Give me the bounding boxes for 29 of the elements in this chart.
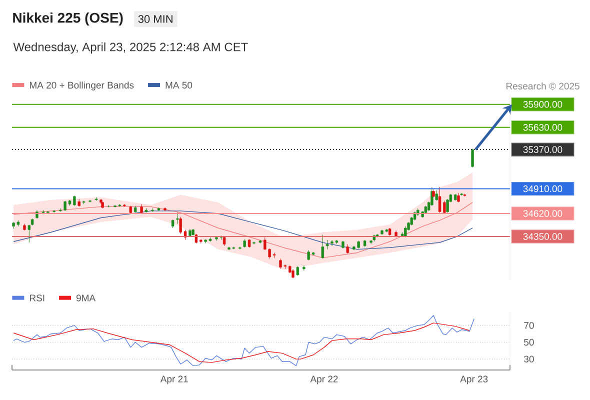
text: Research © 2025: [506, 82, 580, 90]
chart-title: Nikkei 225 (OSE): [13, 12, 123, 26]
legend-label: MA 50: [166, 82, 192, 89]
x-tick-label: Apr 21: [160, 376, 188, 384]
line-series: [13, 202, 473, 258]
candlestick: [302, 265, 306, 271]
candlestick: [346, 244, 349, 254]
candlestick: [471, 148, 474, 168]
legend-label: MA 20 + Bollinger Bands: [30, 82, 134, 90]
candlestick: [176, 212, 179, 224]
chart-subtitle: Wednesday, April 23, 2025 2:12:48 AM CET: [13, 42, 248, 54]
legend-label: 9MA: [76, 294, 96, 302]
candlestick: [296, 266, 300, 276]
x-tick-label: Apr 22: [310, 376, 338, 384]
candlestick: [307, 250, 310, 261]
text: 30 MIN: [138, 15, 172, 23]
y-tick-label: 50: [524, 338, 534, 346]
candlestick: [326, 240, 329, 250]
candlestick: [292, 268, 294, 279]
line-series: [13, 210, 473, 250]
candlestick: [321, 234, 324, 259]
legend-label: RSI: [30, 294, 44, 302]
candlestick: [404, 226, 407, 238]
x-tick-label: Apr 23: [460, 376, 488, 384]
y-tick-label: 70: [524, 322, 534, 329]
y-tick-label: 30: [524, 356, 534, 362]
line-series: [13, 315, 474, 366]
candlestick: [179, 216, 182, 234]
candlestick: [457, 192, 460, 203]
